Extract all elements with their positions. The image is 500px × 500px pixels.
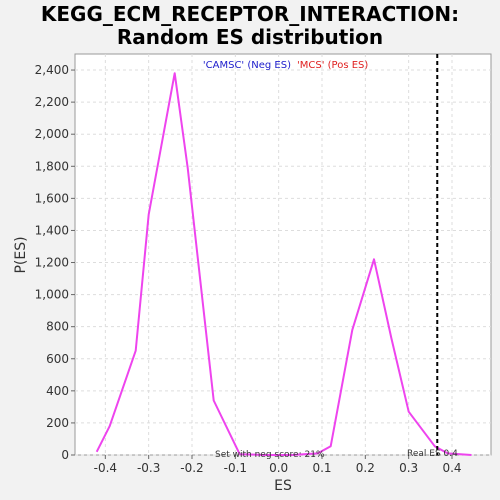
y-tick-label: 1,000 [35, 288, 69, 302]
y-axis-label: P(ES) [13, 236, 29, 273]
y-tick-label: 1,400 [35, 223, 69, 237]
x-tick-label: -0.4 [94, 461, 117, 475]
y-tick-label: 2,400 [35, 63, 69, 77]
plot-area [74, 53, 492, 456]
x-tick-label: 0.4 [442, 461, 461, 475]
real-es-annotation: Real ES 0.4 [407, 449, 458, 459]
legend-neg-label: 'CAMSC' (Neg ES) [203, 60, 291, 71]
y-tick-label: 1,600 [35, 191, 69, 205]
chart-title-line-2: Random ES distribution [117, 25, 383, 49]
es-distribution-line [95, 72, 472, 456]
x-tick-label: -0.2 [180, 461, 203, 475]
y-tick-label: 600 [46, 352, 69, 366]
neg-score-annotation: Set with neg score: 21% [215, 450, 325, 460]
y-tick-label: 400 [46, 384, 69, 398]
x-tick-label: -0.1 [224, 461, 247, 475]
y-tick-label: 200 [46, 416, 69, 430]
y-tick-label: 1,800 [35, 159, 69, 173]
legend-pos-label: 'MCS' (Pos ES) [297, 60, 368, 71]
y-tick-label: 800 [46, 320, 69, 334]
series-layer [95, 72, 472, 456]
axis-ticks: -0.4 -0.3 -0.2 -0.1 0.0 0.1 0.2 0.3 0.4 0 200 400 60… [35, 63, 462, 475]
grid-lines [75, 54, 491, 456]
x-tick-label: -0.3 [137, 461, 160, 475]
chart-title-line-1: KEGG_ECM_RECEPTOR_INTERACTION: [41, 2, 459, 26]
y-tick-label: 2,200 [35, 95, 69, 109]
x-axis-label: ES [274, 478, 292, 494]
x-tick-label: 0.2 [356, 461, 375, 475]
y-tick-label: 1,200 [35, 256, 69, 270]
x-tick-label: 0.3 [399, 461, 418, 475]
y-tick-label: 0 [61, 448, 69, 462]
x-tick-label: 0.0 [269, 461, 288, 475]
x-tick-label: 0.1 [312, 461, 331, 475]
y-tick-label: 2,000 [35, 127, 69, 141]
